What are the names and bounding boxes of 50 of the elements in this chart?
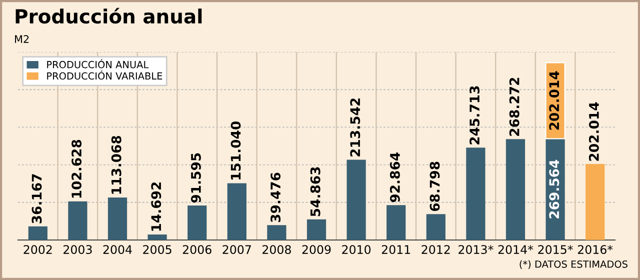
chart-title: Producción anual	[16, 8, 202, 24]
chart-subtitle: M2	[15, 35, 29, 43]
data-label: 151.040	[230, 121, 241, 180]
text: (*) DATOS ESTIMADOS	[520, 260, 628, 269]
x-tick-label: 2009	[302, 245, 331, 254]
bar	[267, 225, 286, 240]
x-tick-label: 2010	[342, 245, 371, 254]
bar	[68, 201, 88, 240]
data-label: 92.864	[390, 152, 400, 202]
data-label: 213.542	[350, 98, 360, 156]
legend-label: PRODUCCIÓN VARIABLE	[47, 70, 162, 80]
data-label: 269.564	[549, 160, 560, 218]
bar	[227, 183, 246, 240]
data-label: 54.863	[310, 167, 320, 216]
bar	[426, 214, 446, 240]
data-label: 113.068	[111, 136, 122, 194]
bar	[466, 148, 486, 240]
data-label: 36.167	[32, 174, 42, 224]
x-tick-label: 2014*	[498, 245, 534, 254]
data-label: 202.014	[549, 71, 560, 130]
x-tick-label: 2016*	[578, 245, 613, 254]
x-tick-label: 2013*	[458, 245, 494, 254]
x-tick-label: 2003	[64, 245, 92, 254]
bar	[346, 160, 366, 240]
data-label: 245.713	[470, 86, 480, 144]
bar	[386, 205, 406, 240]
bar	[28, 226, 48, 240]
bar	[148, 234, 167, 240]
x-tick-label: 2005	[143, 245, 172, 254]
data-label: 91.595	[190, 153, 201, 203]
data-label: 68.798	[430, 162, 440, 212]
x-tick-label: 2011	[382, 245, 410, 254]
data-label: 102.628	[72, 140, 82, 198]
x-tick-label: 2007	[222, 245, 251, 254]
data-label: 268.272	[509, 78, 520, 136]
bar	[506, 139, 526, 240]
data-label: 14.692	[151, 182, 162, 231]
data-label: 202.014	[588, 102, 599, 161]
x-tick-label: 2015*	[538, 245, 573, 254]
x-tick-label: 2006	[182, 245, 212, 254]
x-tick-label: 2002	[24, 245, 52, 254]
bar	[306, 219, 326, 240]
bar	[188, 206, 207, 240]
bar	[108, 197, 128, 240]
x-tick-label: 2008	[262, 245, 291, 254]
bar	[586, 164, 605, 240]
x-tick-label: 2004	[103, 245, 132, 254]
legend-label: PRODUCCIÓN ANUAL	[47, 59, 149, 68]
data-label: 39.476	[270, 172, 281, 222]
x-tick-label: 2012	[422, 245, 450, 254]
